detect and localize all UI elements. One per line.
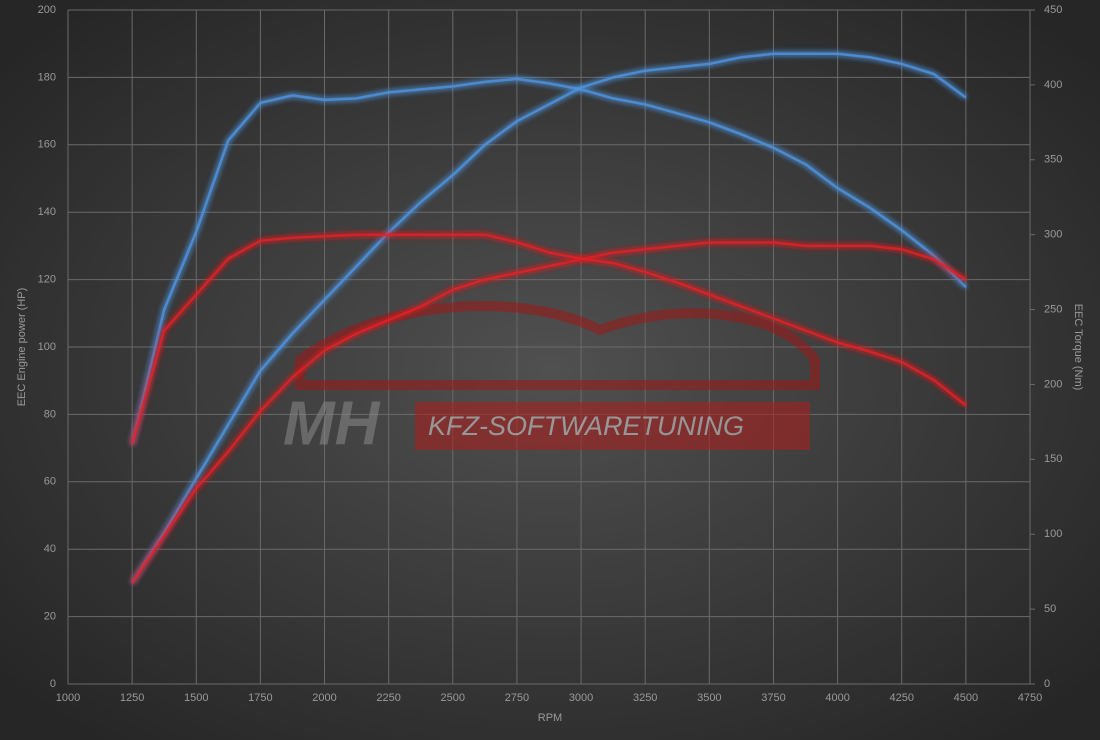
y-tick-label: 40: [44, 543, 56, 555]
y-tick-label: 20: [44, 611, 56, 623]
y2-tick-label: 100: [1044, 528, 1062, 540]
y2-tick-label: 250: [1044, 303, 1062, 315]
series-line: [130, 77, 967, 445]
y2-tick-label: 200: [1044, 378, 1062, 390]
x-tick-label: 1750: [248, 692, 272, 704]
series-line: [131, 52, 967, 584]
watermark-mh: MH: [283, 389, 381, 458]
x-tick-label: 2500: [441, 692, 465, 704]
x-tick-label: 1000: [56, 692, 80, 704]
x-tick-label: 4750: [1018, 692, 1042, 704]
y2-tick-label: 300: [1044, 229, 1062, 241]
y-tick-label: 80: [44, 408, 56, 420]
watermark-text: KFZ-SOFTWARETUNING: [428, 411, 744, 441]
x-tick-label: 2000: [312, 692, 336, 704]
x-tick-label: 4250: [889, 692, 913, 704]
y2-tick-label: 150: [1044, 453, 1062, 465]
y-tick-label: 160: [38, 139, 56, 151]
y2-tick-label: 50: [1044, 603, 1056, 615]
x-tick-label: 2250: [376, 692, 400, 704]
series-line: [130, 233, 967, 445]
y-axis-label: EEC Engine power (HP): [16, 288, 28, 407]
watermark: MH KFZ-SOFTWARETUNING: [283, 301, 820, 458]
y2-axis-label: EEC Torque (Nm): [1072, 304, 1084, 391]
y-tick-label: 60: [44, 476, 56, 488]
y-tick-label: 140: [38, 206, 56, 218]
series-line: [131, 241, 967, 584]
watermark-band: [415, 402, 810, 450]
x-tick-label: 4000: [825, 692, 849, 704]
grid: [67, 9, 1031, 685]
x-tick-label: 3750: [761, 692, 785, 704]
y-tick-label: 0: [50, 678, 56, 690]
x-tick-label: 3000: [569, 692, 593, 704]
y2-tick-label: 450: [1044, 4, 1062, 16]
y-tick-label: 120: [38, 274, 56, 286]
x-tick-label: 1500: [184, 692, 208, 704]
y-tick-label: 180: [38, 71, 56, 83]
y-tick-label: 100: [38, 341, 56, 353]
x-tick-label: 3500: [697, 692, 721, 704]
y-tick-label: 200: [38, 4, 56, 16]
x-axis-label: RPM: [538, 712, 562, 724]
x-tick-label: 2750: [505, 692, 529, 704]
x-tick-label: 1250: [120, 692, 144, 704]
y2-tick-label: 350: [1044, 154, 1062, 166]
x-tick-label: 3250: [633, 692, 657, 704]
y2-tick-label: 400: [1044, 79, 1062, 91]
x-tick-label: 4500: [954, 692, 978, 704]
y2-tick-label: 0: [1044, 678, 1050, 690]
watermark-car: [295, 301, 820, 390]
